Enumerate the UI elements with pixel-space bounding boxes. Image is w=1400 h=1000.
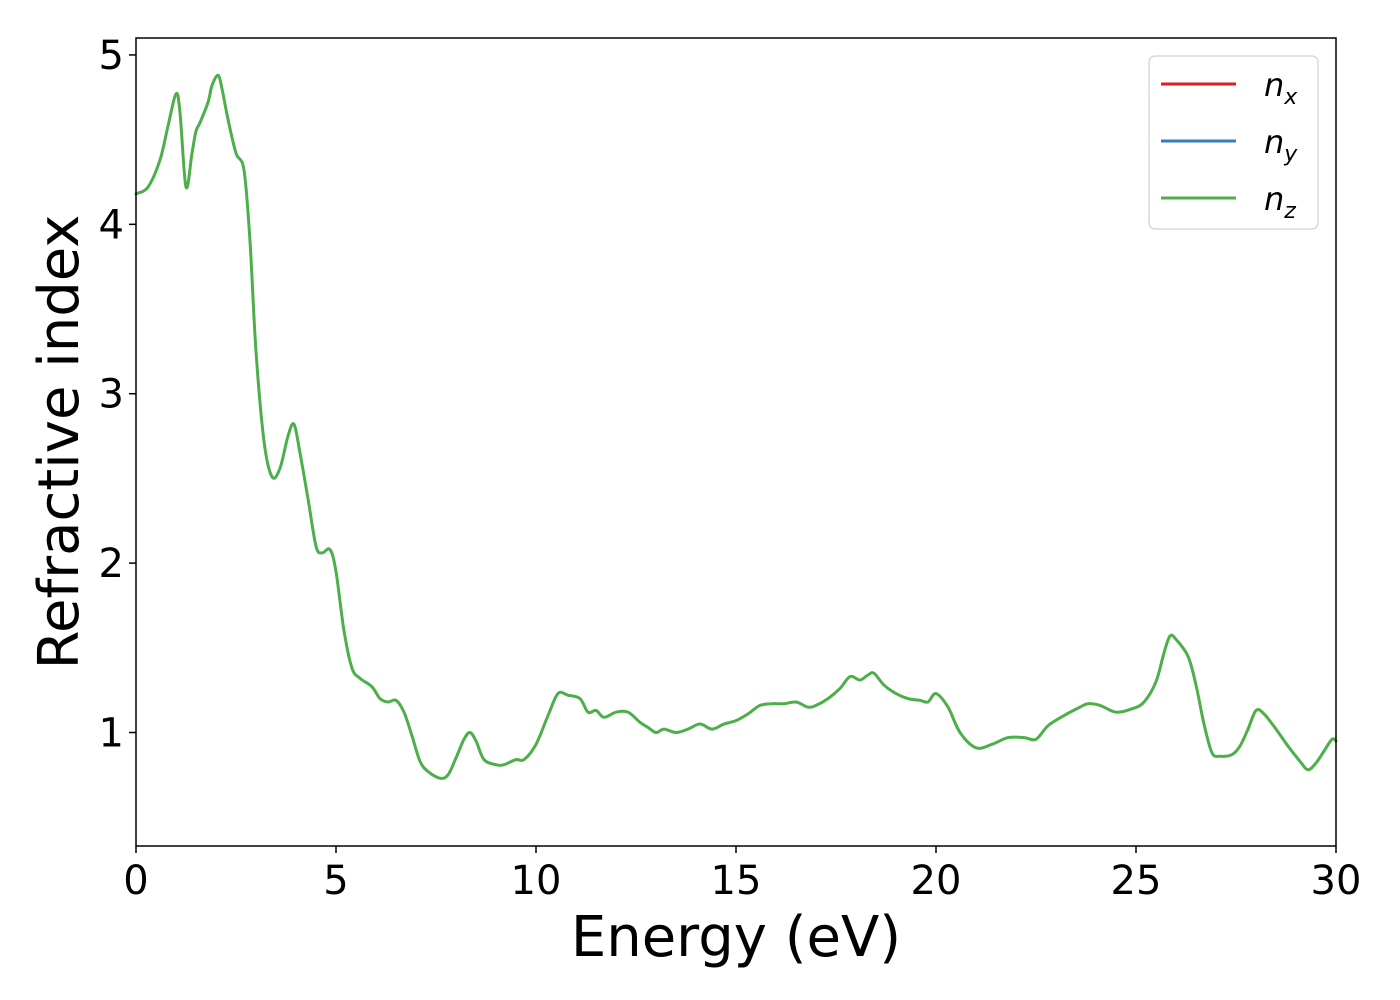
x-tick-label: 25 [1111,858,1162,904]
y-tick-label: 2 [99,541,124,587]
legend-label-n-z: nz [1264,180,1296,224]
legend-label-n-y: ny [1264,123,1298,167]
y-tick-label: 4 [99,202,124,248]
y-tick-label: 3 [99,372,124,418]
x-tick-label: 15 [711,858,762,904]
y-axis-label: Refractive index [27,215,92,670]
y-tick-label: 5 [99,33,124,79]
legend-label-n-x: nx [1264,66,1298,110]
x-tick-label: 10 [511,858,562,904]
y-ticks-layer: 1 2 3 4 5 [99,33,136,757]
x-tick-label: 30 [1311,858,1362,904]
x-ticks-layer: 0 5 10 15 20 25 30 [123,846,1361,904]
x-tick-label: 0 [123,858,148,904]
plot-layer [134,73,1338,780]
x-tick-label: 5 [323,858,348,904]
series-line-n-z [134,73,1338,780]
x-axis-label: Energy (eV) [571,905,901,970]
x-tick-label: 20 [911,858,962,904]
legend: nx ny nz [1148,55,1319,230]
y-tick-label: 1 [99,711,124,757]
